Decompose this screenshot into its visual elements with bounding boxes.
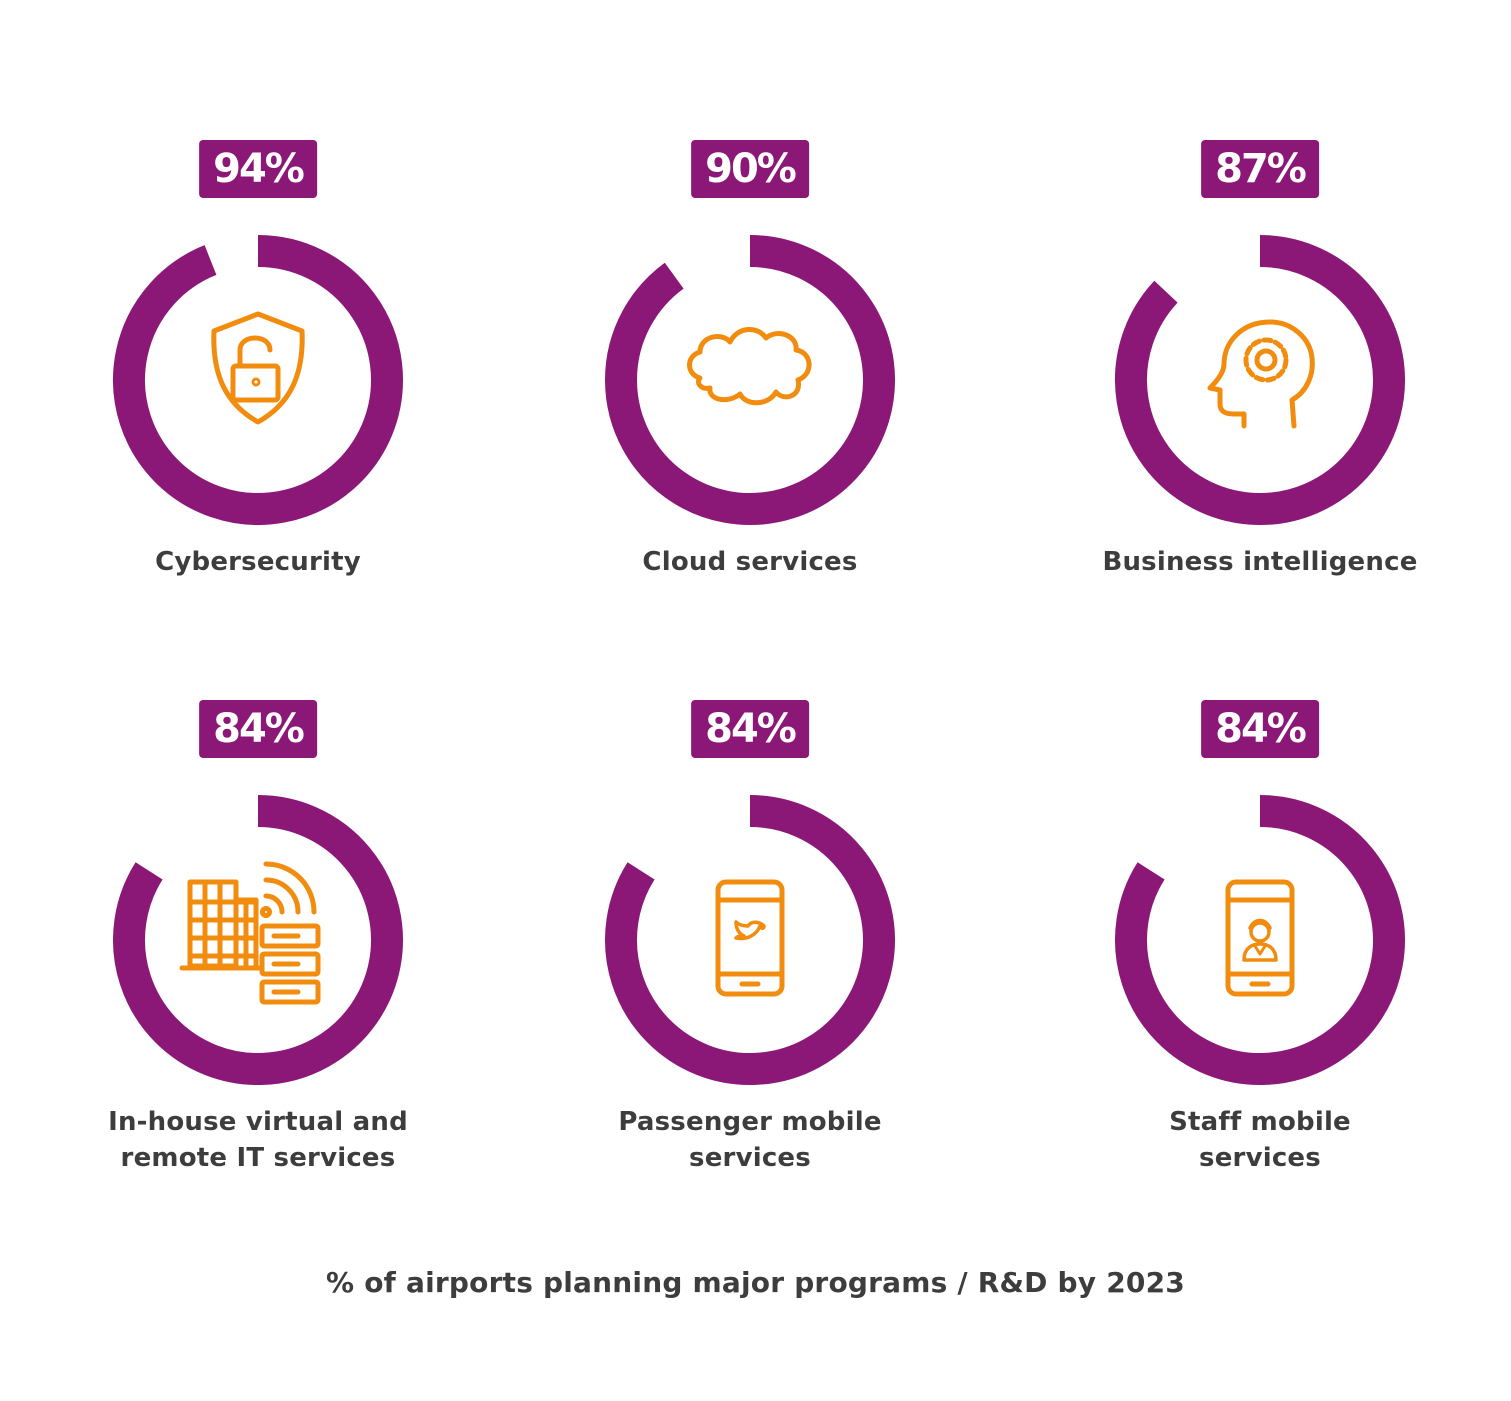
donut-svg — [605, 235, 895, 525]
donut-ring — [600, 230, 900, 530]
value-badge: 84% — [691, 700, 809, 758]
category-label: Cybersecurity — [155, 547, 361, 577]
cloud-icon — [687, 327, 812, 406]
donut-svg — [605, 795, 895, 1085]
tile-cybersecurity: 94% Cybersecurity — [48, 140, 468, 660]
tile-staff-mobile: 84% Staff mobile services — [1050, 700, 1470, 1220]
tile-passenger-mobile: 84% Passenger mobile services — [540, 700, 960, 1220]
category-label: In-house virtual and remote IT services — [108, 1107, 408, 1173]
donut-ring — [1110, 790, 1410, 1090]
tile-business-intelligence: 87% Business intelligence — [1050, 140, 1470, 660]
shield-lock-icon — [211, 311, 305, 425]
donut-ring — [600, 790, 900, 1090]
donut-arc — [1115, 795, 1405, 1085]
phone-staff-icon — [1225, 879, 1295, 997]
donut-ring — [108, 790, 408, 1090]
building-wifi-server-icon — [179, 861, 321, 1005]
donut-arc — [605, 235, 895, 525]
tile-in-house-it: 84% In-house virtual and remote IT servi… — [48, 700, 468, 1220]
donut-svg — [1115, 235, 1405, 525]
head-gear-icon — [1207, 319, 1315, 429]
category-label: Cloud services — [642, 547, 858, 577]
donut-ring — [1110, 230, 1410, 530]
value-badge: 94% — [199, 140, 317, 198]
phone-twitter-icon — [715, 879, 785, 997]
donut-svg — [113, 795, 403, 1085]
donut-arc — [1115, 235, 1405, 525]
category-label: Passenger mobile services — [618, 1107, 882, 1173]
donut-svg — [1115, 795, 1405, 1085]
value-badge: 87% — [1201, 140, 1319, 198]
chart-caption: % of airports planning major programs / … — [326, 1266, 1185, 1299]
category-label: Staff mobile services — [1169, 1107, 1351, 1173]
donut-ring — [108, 230, 408, 530]
donut-arc — [113, 795, 403, 1085]
value-badge: 84% — [1201, 700, 1319, 758]
tile-cloud-services: 90% Cloud services — [540, 140, 960, 660]
value-badge: 90% — [691, 140, 809, 198]
donut-arc — [605, 795, 895, 1085]
donut-svg — [113, 235, 403, 525]
category-label: Business intelligence — [1102, 547, 1418, 577]
donut-arc — [113, 235, 403, 525]
value-badge: 84% — [199, 700, 317, 758]
